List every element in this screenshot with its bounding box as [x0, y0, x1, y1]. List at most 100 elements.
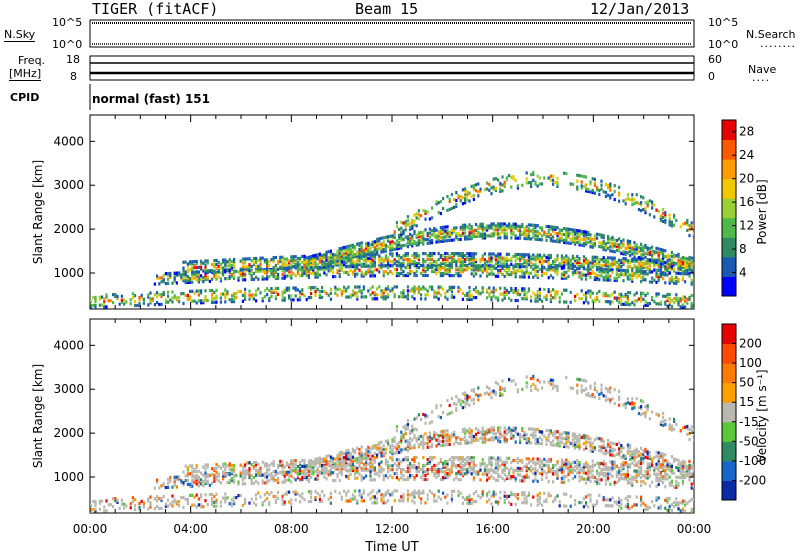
power-cell	[131, 296, 134, 300]
power-cell	[186, 270, 189, 274]
power-cell	[453, 295, 456, 299]
power-cell	[354, 274, 357, 278]
power-cell	[681, 257, 684, 262]
velocity-cell	[173, 483, 176, 487]
power-cell	[444, 225, 447, 229]
power-cell	[545, 259, 548, 263]
velocity-cell	[202, 484, 205, 488]
velocity-cell	[437, 470, 440, 474]
velocity-cell	[378, 474, 381, 478]
power-cell	[426, 237, 429, 241]
power-cell	[552, 288, 555, 292]
power-cell	[644, 209, 647, 213]
power-cell	[508, 224, 511, 228]
power-cell	[373, 262, 376, 266]
power-cell	[648, 252, 651, 257]
power-cell	[468, 260, 471, 264]
velocity-cell	[404, 447, 407, 451]
velocity-cell	[437, 414, 440, 419]
power-cell	[266, 258, 269, 262]
power-cell	[492, 177, 495, 181]
power-cell	[184, 278, 187, 283]
velocity-cell	[373, 501, 376, 505]
power-cell	[576, 187, 579, 191]
power-cell	[413, 223, 416, 227]
power-cell	[670, 222, 673, 226]
power-cell	[248, 293, 251, 297]
power-cell	[453, 259, 456, 264]
velocity-cell	[239, 463, 242, 467]
power-cell	[668, 292, 671, 297]
power-cell	[365, 272, 368, 276]
power-cell	[323, 267, 326, 271]
power-cell	[494, 188, 497, 193]
power-cell	[492, 294, 495, 298]
power-cell	[488, 182, 491, 187]
power-cell	[580, 273, 583, 277]
power-cell	[688, 255, 691, 260]
velocity-cell	[455, 438, 458, 442]
velocity-cell	[398, 499, 401, 503]
power-cell	[475, 189, 478, 193]
power-cell	[523, 287, 526, 291]
power-cell	[578, 233, 581, 237]
velocity-cell	[439, 477, 442, 482]
power-cell	[607, 264, 610, 268]
velocity-cell	[241, 503, 244, 507]
velocity-cell	[446, 439, 449, 443]
power-cell	[325, 267, 328, 271]
power-cell	[541, 238, 544, 242]
power-cell	[455, 272, 458, 276]
velocity-cell	[303, 474, 306, 478]
power-cell	[596, 188, 599, 192]
velocity-cell	[400, 472, 403, 476]
power-cell	[431, 239, 434, 243]
power-cell	[536, 289, 539, 293]
velocity-cell	[409, 473, 412, 478]
power-cell	[582, 232, 585, 236]
power-cell	[204, 295, 207, 299]
power-cell	[554, 180, 557, 184]
power-cell	[659, 275, 662, 279]
power-cell	[624, 302, 627, 307]
power-cell	[560, 262, 563, 266]
power-cell	[413, 291, 416, 295]
power-cell	[618, 262, 621, 266]
power-cell	[321, 285, 324, 290]
power-cell	[549, 255, 552, 260]
velocity-cell	[461, 465, 464, 470]
power-cell	[677, 271, 680, 275]
power-cell	[250, 269, 253, 274]
velocity-cell	[431, 465, 434, 470]
velocity-cell	[340, 456, 343, 460]
power-cell	[501, 222, 504, 226]
power-cell	[406, 219, 409, 223]
power-cell	[274, 294, 277, 298]
velocity-cell	[455, 476, 458, 480]
power-cell	[453, 251, 456, 256]
power-cell	[499, 183, 502, 187]
velocity-cell	[472, 401, 475, 405]
velocity-cell	[426, 477, 429, 482]
power-cell	[321, 265, 324, 269]
power-cell	[655, 270, 658, 274]
power-cell	[305, 260, 308, 264]
power-cell	[589, 237, 592, 241]
power-cell	[492, 234, 495, 238]
power-cell	[642, 196, 645, 200]
power-cell	[666, 273, 669, 277]
power-cell	[422, 261, 425, 266]
power-cell	[558, 262, 561, 266]
velocity-cell	[182, 483, 185, 487]
power-cell	[433, 289, 436, 293]
power-cell	[356, 272, 359, 276]
power-cell	[644, 201, 647, 205]
power-cell	[666, 296, 669, 300]
power-cell	[200, 265, 203, 269]
power-cell	[404, 220, 407, 224]
velocity-cell	[468, 441, 471, 445]
power-cell	[615, 260, 618, 264]
power-cell	[662, 248, 665, 252]
velocity-cell	[354, 459, 357, 463]
power-cell	[486, 228, 489, 232]
